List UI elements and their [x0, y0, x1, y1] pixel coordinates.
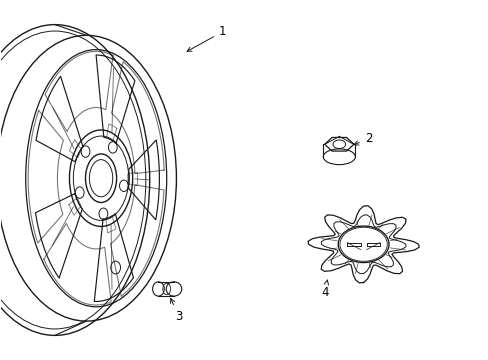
Ellipse shape: [69, 130, 132, 226]
Text: 4: 4: [320, 280, 328, 299]
Ellipse shape: [166, 282, 182, 296]
Text: 3: 3: [170, 298, 182, 323]
Ellipse shape: [85, 154, 116, 203]
Text: 1: 1: [187, 25, 226, 51]
Ellipse shape: [338, 226, 388, 262]
Text: 2: 2: [353, 132, 371, 145]
